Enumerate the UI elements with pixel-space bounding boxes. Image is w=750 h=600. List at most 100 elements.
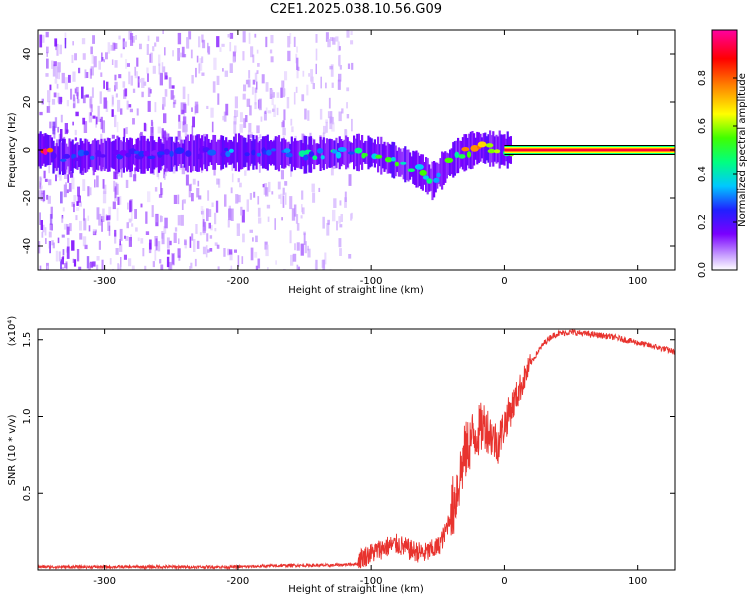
spectrogram-ridge-blob: [419, 169, 427, 176]
spectrogram-ridge-band: [489, 130, 492, 167]
spectrogram-noise-cell: [154, 187, 158, 192]
spectrogram-noise-cell: [91, 54, 94, 64]
spectrogram-noise-cell: [229, 63, 233, 73]
spectrogram-noise-cell: [194, 105, 197, 115]
spectrogram-noise-cell: [66, 189, 69, 194]
spectrogram-noise-cell: [158, 54, 161, 66]
spectrogram-ridge-band: [183, 139, 186, 168]
spectrogram-noise-cell: [113, 180, 116, 192]
spectrogram-noise-cell: [206, 208, 209, 222]
spectrogram-noise-cell: [178, 121, 182, 129]
spectrogram-noise-cell: [302, 70, 305, 77]
spectrogram-ridge-blob: [375, 154, 383, 159]
spectrogram-noise-cell: [212, 81, 216, 93]
spectrogram-noise-cell: [79, 220, 82, 231]
spectrogram-noise-cell: [332, 209, 336, 222]
spectrogram-noise-cell: [322, 216, 325, 229]
spectrogram-ridge-blob: [50, 152, 57, 160]
spectrogram-noise-cell: [122, 81, 126, 88]
spectrogram-noise-cell: [115, 248, 119, 255]
spectrogram-ridge-blob: [163, 148, 170, 155]
spectrogram-noise-cell: [312, 192, 316, 203]
spectrogram-ridge-band: [133, 144, 137, 166]
spectrogram-noise-cell: [188, 184, 191, 198]
spectrogram-ridge-band: [324, 143, 327, 164]
spectrogram-noise-cell: [90, 66, 94, 76]
spectrogram-ridge-band: [321, 139, 324, 168]
spectrogram-x-ticks: -300 -200 -100 0 100: [93, 30, 647, 287]
spectrogram-ridge-band: [428, 164, 431, 192]
spectrogram-noise-cell: [45, 31, 49, 38]
spectrogram-noise-cell: [315, 259, 318, 270]
spectrogram-noise-cell: [188, 31, 192, 40]
spectrogram-noise-cell: [48, 101, 51, 113]
spectrogram-noise-cell: [257, 207, 261, 217]
spectrogram-ridge-band: [452, 142, 455, 178]
spectrogram-noise-cell: [39, 212, 41, 225]
spectrogram-noise-cell: [182, 121, 186, 133]
spectrogram-ridge-band: [239, 135, 242, 170]
spectrogram-ridge-band: [434, 162, 437, 193]
spectrogram-noise-cell: [325, 32, 329, 42]
spectrogram-noise-cell: [280, 193, 284, 204]
spectrogram-ridge-band: [484, 132, 487, 164]
spectrogram-noise-cell: [323, 125, 326, 134]
spectrogram-noise-cell: [183, 108, 186, 122]
spectrogram-noise-cell: [294, 243, 296, 251]
spectrogram-noise-cell: [125, 236, 129, 241]
spectrogram-noise-cell: [114, 232, 117, 244]
spectrogram-noise-cell: [119, 239, 121, 246]
spectrogram-noise-cell: [287, 36, 291, 48]
spectrogram-noise-cell: [256, 125, 260, 134]
spectrogram-noise-cell: [301, 190, 304, 200]
spectrogram-noise-cell: [289, 230, 292, 244]
spectrogram-noise-cell: [76, 249, 80, 262]
spectrogram-noise-cell: [89, 261, 94, 268]
spectrogram-noise-cell: [247, 79, 251, 88]
spectrogram-noise-cell: [130, 75, 133, 86]
spectrogram-noise-cell: [39, 265, 42, 270]
spectrogram-noise-cell: [333, 198, 337, 208]
spectrogram-noise-cell: [189, 236, 192, 248]
spectrogram-ridge-band: [87, 141, 90, 170]
spectrogram-ridge-band: [284, 139, 287, 168]
spectrogram-noise-cell: [130, 212, 133, 221]
spectrogram-ridge-blob: [303, 154, 309, 161]
spectrogram-noise-cell: [239, 182, 242, 188]
spectrogram-noise-cell: [296, 242, 300, 251]
spectrogram-ridge-blob: [335, 151, 342, 159]
spectrogram-ridge-blob: [470, 145, 480, 152]
spectrogram-noise-cell: [339, 224, 343, 228]
spectrogram-noise-cell: [47, 195, 51, 204]
spectrogram-noise-cell: [177, 48, 180, 61]
spectrogram-ridge-band: [295, 140, 298, 168]
spectrogram-ridge-blob: [60, 158, 67, 162]
spectrogram-ridge-blob: [90, 155, 95, 160]
spectrogram-noise-cell: [303, 233, 306, 245]
spectrogram-noise-cell: [111, 94, 114, 107]
spectrogram-noise-cell: [164, 168, 167, 177]
x-tick-label: -100: [360, 276, 383, 287]
spectrogram-noise-cell: [116, 121, 119, 133]
spectrogram-ridge-band: [343, 139, 346, 166]
spectrogram-noise-cell: [207, 46, 211, 55]
spectrogram-ridge-band: [242, 137, 245, 168]
spectrogram-noise-cell: [211, 121, 214, 133]
spectrogram-noise-cell: [202, 138, 206, 143]
spectrogram-noise-cell: [114, 60, 118, 68]
spectrogram-noise-cell: [258, 217, 262, 224]
spectrogram-ridge-blob: [251, 149, 256, 156]
spectrogram-ridge-blob: [244, 152, 250, 157]
spectrogram-noise-cell: [172, 50, 174, 57]
carrier-core: [504, 148, 675, 152]
spectrogram-noise-cell: [252, 54, 255, 63]
spectrogram-ridge-band: [180, 139, 183, 168]
spectrogram-noise-cell: [296, 57, 299, 70]
spectrogram-noise-cell: [214, 228, 217, 232]
spectrogram-noise-cell: [296, 223, 300, 231]
spectrogram-noise-cell: [233, 116, 237, 125]
spectrogram-ridge-band: [490, 135, 493, 163]
spectrogram-noise-cell: [115, 93, 118, 98]
spectrogram-noise-cell: [174, 227, 178, 232]
spectrogram-noise-cell: [327, 111, 330, 119]
